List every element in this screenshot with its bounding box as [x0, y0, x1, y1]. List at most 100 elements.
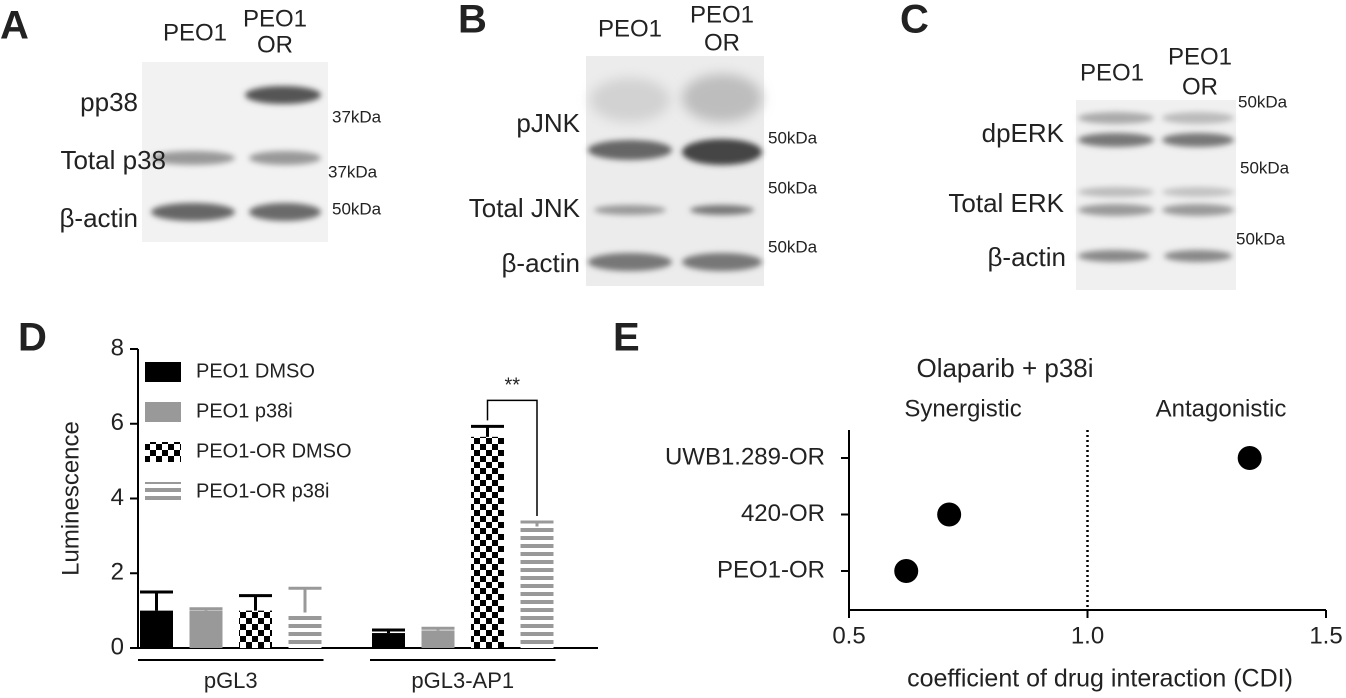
band [1162, 133, 1234, 147]
row-label: Total p38 [60, 145, 166, 175]
bar [421, 630, 455, 648]
point [937, 502, 962, 527]
legend-swatch [145, 402, 181, 422]
error-bar [520, 520, 554, 527]
panel-letter: A [0, 4, 29, 48]
band [588, 253, 672, 271]
y-tick-label: PEO1-OR [717, 556, 825, 583]
significance-bracket [486, 399, 538, 517]
lane-label: PEO1 [243, 5, 307, 32]
significance-label: ** [504, 375, 520, 397]
row-label: pJNK [516, 108, 580, 138]
panel-b: B PEO1 PEO1 OR pJNK Total JNK β-actin 50… [458, 0, 818, 286]
y-tick-label: 0 [111, 633, 124, 660]
band [590, 78, 670, 122]
bar [288, 612, 322, 648]
error-bar [239, 594, 272, 611]
error-bar [421, 626, 455, 631]
band [682, 74, 762, 122]
panel-letter: B [458, 0, 487, 42]
y-tick-label: 8 [111, 334, 124, 361]
charts: D Luminescence 0 2 4 6 8 pGL3 pGL3-AP1 PEO1 DMSO P… [18, 316, 1343, 693]
lane-label: OR [704, 29, 740, 56]
panel-letter: C [900, 0, 929, 42]
row-label: Total ERK [948, 188, 1064, 218]
x-tick-label: pGL3 [204, 668, 258, 693]
size-label: 50kDa [768, 237, 818, 256]
size-label: 50kDa [1240, 158, 1290, 177]
region-label: Synergistic [904, 395, 1021, 422]
error-bar [471, 424, 504, 437]
band [1162, 204, 1234, 216]
row-label: β-actin [59, 203, 138, 233]
point [894, 559, 919, 583]
lane-label: PEO1 [163, 19, 227, 46]
legend-label: PEO1-OR DMSO [196, 440, 352, 462]
error-bar [288, 586, 322, 613]
band [249, 151, 321, 165]
lane-label: OR [1182, 73, 1218, 100]
panel-c: C PEO1 PEO1 OR dpERK Total ERK β-actin 5… [900, 0, 1290, 290]
band [151, 203, 235, 221]
error-bar [140, 590, 173, 611]
lane-label: PEO1 [1080, 59, 1144, 86]
bar [471, 436, 504, 648]
row-label: β-actin [501, 248, 580, 278]
y-tick-label: 4 [111, 484, 124, 511]
y-tick-label: 6 [111, 409, 124, 436]
row-label: Total JNK [469, 193, 581, 223]
band [682, 139, 762, 165]
size-label: 50kDa [768, 178, 818, 197]
y-axis-label: Luminescence [57, 421, 84, 576]
band [1078, 112, 1154, 124]
error-bar [189, 607, 223, 611]
bar [372, 633, 405, 648]
size-label: 50kDa [1236, 229, 1286, 248]
band [1078, 204, 1154, 216]
bar [520, 526, 554, 648]
row-label: β-actin [987, 242, 1066, 272]
band [690, 205, 754, 215]
panel-letter: D [18, 316, 47, 360]
y-tick-label: 420-OR [741, 500, 825, 527]
y-tick-label: UWB1.289-OR [665, 443, 825, 470]
x-tick-label: 1.5 [1309, 622, 1342, 649]
band [245, 86, 321, 104]
x-tick-label: pGL3-AP1 [411, 668, 514, 693]
x-tick-label: 1.0 [1071, 622, 1104, 649]
lane-label: PEO1 [690, 1, 754, 28]
chart-title: Olaparib + p38i [916, 353, 1093, 383]
legend-label: PEO1 p38i [196, 400, 293, 422]
size-label: 50kDa [1238, 92, 1288, 111]
legend-swatch [145, 362, 181, 382]
lane-label: PEO1 [1168, 43, 1232, 70]
point [1237, 446, 1262, 470]
legend-label: PEO1-OR p38i [196, 480, 329, 502]
error-bar [372, 628, 405, 634]
band [1162, 112, 1234, 124]
size-label: 50kDa [768, 128, 818, 147]
row-label: pp38 [80, 87, 138, 117]
x-axis-label: coefficient of drug interaction (CDI) [907, 665, 1293, 693]
band [1078, 250, 1150, 262]
y-tick-label: 2 [111, 559, 124, 586]
band [1162, 187, 1234, 197]
lane-label: OR [257, 31, 293, 58]
legend-label: PEO1 DMSO [196, 360, 315, 382]
region-label: Antagonistic [1156, 395, 1287, 422]
size-label: 50kDa [332, 199, 382, 218]
band [588, 140, 672, 160]
band [151, 151, 235, 165]
legend-swatch [145, 442, 181, 462]
row-label: dpERK [982, 118, 1065, 148]
size-label: 37kDa [332, 107, 382, 126]
panel-a: A PEO1 PEO1 OR pp38 Total p38 β-actin 37… [0, 4, 382, 242]
bar [189, 610, 223, 648]
band [594, 205, 666, 215]
panel-letter: E [613, 316, 640, 360]
size-label: 37kDa [328, 162, 378, 181]
band [249, 203, 321, 221]
bar [239, 610, 272, 648]
band [1078, 187, 1154, 197]
